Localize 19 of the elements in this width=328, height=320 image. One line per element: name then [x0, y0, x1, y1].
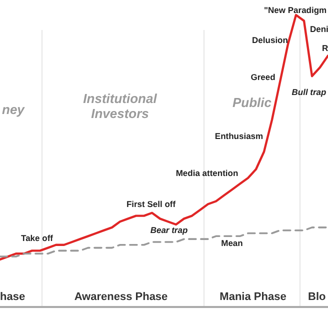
series-label: Mean — [221, 238, 243, 248]
annotation: Media attention — [176, 168, 238, 178]
annotation: Institutional Investors — [83, 91, 158, 121]
annotation: Bear trap — [150, 225, 188, 235]
annotation: Awareness Phase — [74, 291, 168, 303]
annotation: Bull trap — [292, 87, 326, 97]
annotation: hase — [0, 291, 26, 303]
annotation: ney — [2, 102, 26, 117]
annotation: Enthusiasm — [214, 131, 264, 141]
annotation: Public — [232, 95, 272, 110]
annotation: First Sell off — [126, 199, 176, 209]
annotation: "New Paradigm — [264, 5, 328, 15]
annotation: Blo — [308, 291, 326, 303]
annotation: Mania Phase — [220, 291, 286, 303]
annotation: Deni — [310, 24, 328, 34]
annotation: Greed — [250, 72, 276, 82]
annotation: Take off — [21, 233, 54, 243]
annotation: R — [322, 43, 328, 53]
annotation: Delusion — [252, 35, 288, 45]
